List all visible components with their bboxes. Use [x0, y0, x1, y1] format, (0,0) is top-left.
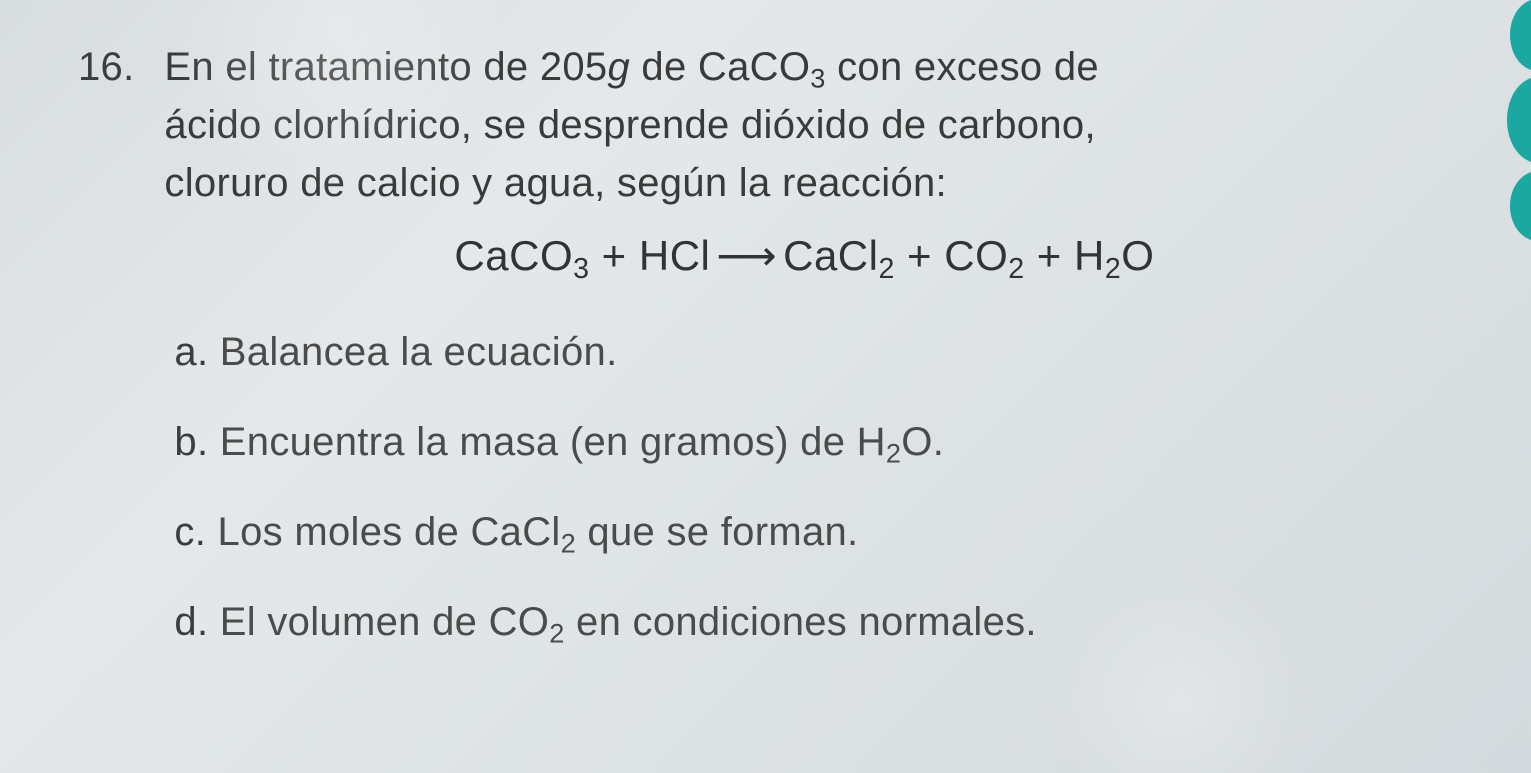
subscript: 3	[810, 63, 825, 94]
reactant: CaCO	[454, 232, 573, 279]
exercise-block: 16. En el tratamiento de 205g de CaCO3 c…	[0, 0, 1531, 651]
option-c: c. Los moles de CaCl2 que se forman.	[164, 503, 1444, 561]
option-letter: c.	[174, 510, 206, 554]
option-letter: a.	[174, 330, 208, 374]
subscript: 2	[549, 618, 564, 649]
option-text: Encuentra la masa (en gramos) de H	[208, 420, 885, 464]
chemical-equation: CaCO3 + HCl ⟶ CaCl2 + CO2 + H2O	[164, 226, 1444, 287]
subscript: 2	[1105, 253, 1121, 285]
reactant: HCl	[639, 232, 711, 279]
question-stem: En el tratamiento de 205g de CaCO3 con e…	[164, 38, 1444, 212]
plus: +	[1025, 232, 1074, 279]
subscript: 2	[1008, 253, 1024, 285]
stem-text: En el tratamiento de 205	[164, 45, 607, 89]
plus: +	[590, 232, 639, 279]
product: H	[1074, 232, 1105, 279]
option-d: d. El volumen de CO2 en condiciones norm…	[164, 593, 1444, 651]
option-a: a. Balancea la ecuación.	[164, 323, 1444, 381]
option-text: que se forman.	[576, 510, 858, 554]
subscript: 3	[573, 253, 589, 285]
stem-text: cloruro de calcio y agua, según la reacc…	[164, 161, 947, 205]
option-letter: b.	[174, 420, 208, 464]
stem-text: de CaCO	[630, 45, 810, 89]
stem-text: ácido clorhídrico, se desprende dióxido …	[164, 103, 1095, 147]
product: CaCl	[783, 232, 878, 279]
subscript: 2	[886, 438, 901, 469]
option-b: b. Encuentra la masa (en gramos) de H2O.	[164, 413, 1444, 471]
option-text: O.	[901, 420, 944, 464]
option-text: en condiciones normales.	[565, 600, 1037, 644]
question-number: 16.	[78, 38, 153, 96]
option-text: Balancea la ecuación.	[208, 330, 617, 374]
product: CO	[944, 232, 1008, 279]
option-letter: d.	[174, 600, 208, 644]
options-list: a. Balancea la ecuación. b. Encuentra la…	[164, 323, 1444, 651]
stem-text: con exceso de	[826, 45, 1099, 89]
reaction-arrow-icon: ⟶	[710, 226, 783, 287]
product: O	[1121, 232, 1154, 279]
unit-gram: g	[607, 45, 630, 89]
subscript: 2	[878, 253, 894, 285]
option-text: El volumen de CO	[208, 600, 549, 644]
subscript: 2	[561, 528, 576, 559]
option-text: Los moles de CaCl	[206, 510, 560, 554]
plus: +	[895, 232, 944, 279]
